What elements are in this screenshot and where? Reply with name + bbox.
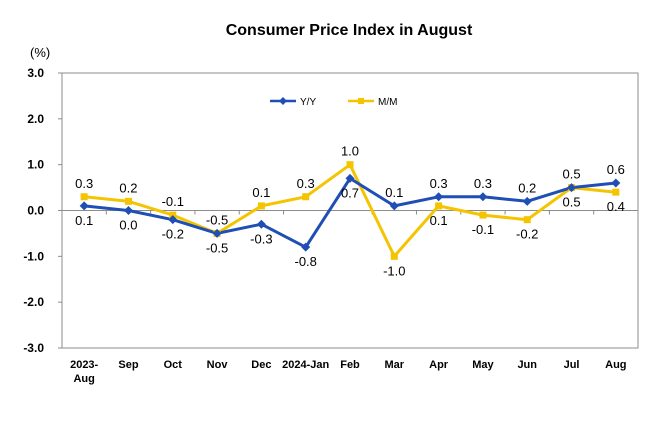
legend-label: Y/Y <box>300 97 316 108</box>
y-tick-label: 3.0 <box>27 66 44 80</box>
x-tick-label: Jul <box>564 359 580 371</box>
point-yy <box>567 183 577 193</box>
point-mm <box>435 202 443 210</box>
x-tick-label: Sep <box>118 359 138 371</box>
chart-title: Consumer Price Index in August <box>226 22 473 39</box>
x-tick-label: Feb <box>340 359 360 371</box>
y-axis-unit-label: (%) <box>30 45 50 60</box>
x-tick-label: Apr <box>429 359 449 371</box>
y-tick-label: -2.0 <box>23 295 44 309</box>
point-mm <box>80 193 88 201</box>
data-label-yy: -0.8 <box>294 254 316 269</box>
data-label-mm: 0.4 <box>607 199 625 214</box>
point-yy <box>301 242 311 252</box>
data-label-yy: -0.2 <box>162 227 184 242</box>
data-label-yy: 0.6 <box>607 162 625 177</box>
point-yy <box>434 192 444 202</box>
data-label-mm: 0.1 <box>430 213 448 228</box>
data-label-yy: 0.3 <box>430 176 448 191</box>
x-tick-label: 2023- <box>70 359 98 371</box>
data-label-mm: 0.3 <box>297 176 315 191</box>
y-tick-label: 0.0 <box>27 204 44 218</box>
x-tick-label: May <box>472 359 494 371</box>
x-tick-label: Mar <box>385 359 405 371</box>
point-yy <box>345 173 355 183</box>
data-label-mm: -0.5 <box>206 212 228 227</box>
point-yy <box>123 206 133 215</box>
data-label-yy: 0.1 <box>75 213 93 228</box>
point-yy <box>611 178 621 188</box>
x-tick-label: Aug <box>73 373 94 385</box>
data-label-yy: 0.7 <box>341 185 359 200</box>
data-label-mm: -0.1 <box>162 194 184 209</box>
data-label-mm: -1.0 <box>383 263 405 278</box>
point-mm <box>346 161 354 169</box>
data-label-mm: 1.0 <box>341 144 359 159</box>
point-yy <box>168 215 178 225</box>
point-yy <box>478 192 488 202</box>
legend: Y/Y M/M <box>270 97 397 108</box>
x-tick-label: Oct <box>164 359 183 371</box>
point-yy <box>256 219 266 229</box>
x-tick-label: Aug <box>605 359 626 371</box>
x-tick-label: Nov <box>207 359 229 371</box>
point-yy <box>212 228 222 238</box>
point-mm <box>523 216 531 224</box>
legend-marker-mm <box>358 98 364 104</box>
data-label-yy: 0.1 <box>385 185 403 200</box>
data-labels: 0.1 0.0 -0.2 -0.5 -0.3 -0.8 0.7 0.1 0.3 0.3 0.2 0.5… <box>75 144 625 279</box>
point-yy <box>389 201 399 211</box>
data-label-mm: 0.1 <box>252 185 270 200</box>
point-mm <box>479 211 487 219</box>
axes: 3.0 2.0 1.0 0.0 -1.0 -2.0 -3.0 2023- Aug Sep Oct No… <box>23 66 639 385</box>
point-mm <box>124 197 132 205</box>
data-label-yy: 0.0 <box>119 218 137 233</box>
y-tick-label: -1.0 <box>23 249 44 263</box>
point-yy <box>522 196 532 206</box>
data-label-yy: 0.2 <box>518 180 536 195</box>
point-yy <box>79 201 89 211</box>
x-tick-label: Jun <box>517 359 537 371</box>
data-label-mm: -0.2 <box>516 227 538 242</box>
point-mm <box>612 188 620 196</box>
data-label-mm: 0.3 <box>75 176 93 191</box>
x-tick-label: Dec <box>251 359 271 371</box>
data-label-mm: -0.1 <box>472 222 494 237</box>
data-label-yy: 0.3 <box>474 176 492 191</box>
data-label-yy: 0.5 <box>562 167 580 182</box>
y-tick-label: 2.0 <box>27 112 44 126</box>
data-label-mm: 0.2 <box>119 180 137 195</box>
y-tick-label: 1.0 <box>27 158 44 172</box>
legend-marker-yy <box>279 97 287 105</box>
point-mm <box>302 193 310 201</box>
data-label-yy: -0.5 <box>206 240 228 255</box>
y-tick-label: -3.0 <box>23 341 44 355</box>
data-label-yy: -0.3 <box>250 231 272 246</box>
series-markers <box>79 161 621 260</box>
point-mm <box>257 202 265 210</box>
point-mm <box>169 211 177 219</box>
legend-label: M/M <box>378 97 397 108</box>
point-mm <box>390 252 398 260</box>
data-label-mm: 0.5 <box>562 195 580 210</box>
x-tick-label: 2024-Jan <box>282 359 329 371</box>
